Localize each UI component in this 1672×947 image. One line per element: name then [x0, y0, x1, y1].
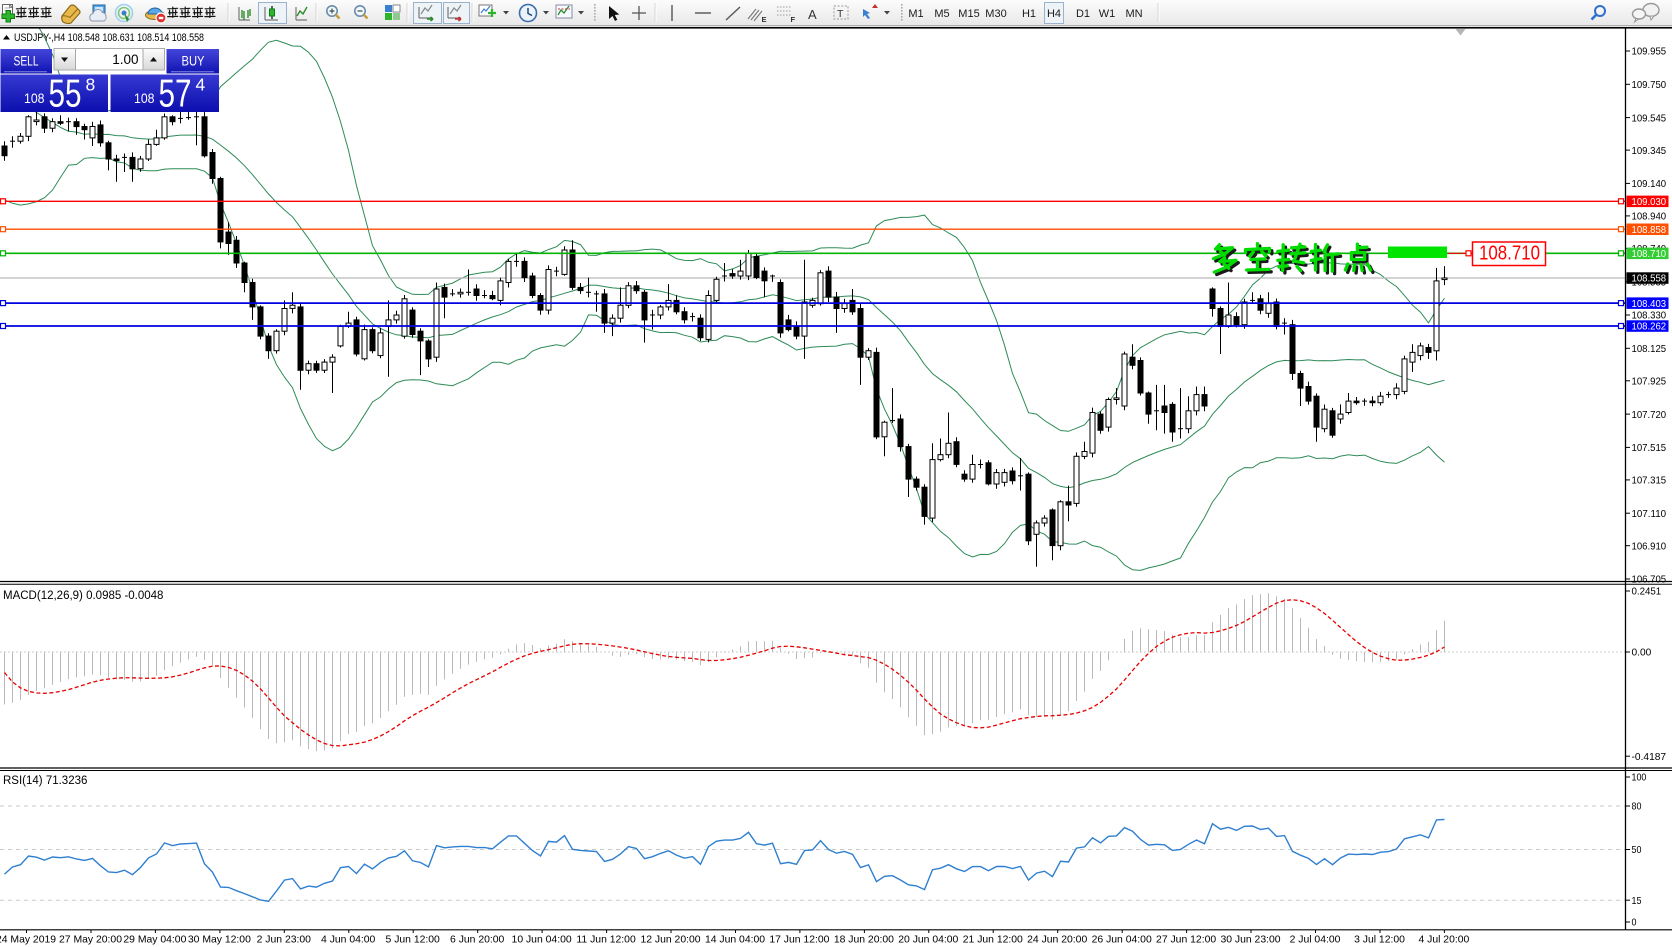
svg-text:108: 108 — [24, 90, 45, 106]
svg-text:MACD(12,26,9) 0.0985 -0.0048: MACD(12,26,9) 0.0985 -0.0048 — [3, 590, 163, 602]
svg-text:106.705: 106.705 — [1632, 575, 1667, 586]
svg-text:10 Jun 04:00: 10 Jun 04:00 — [512, 935, 572, 946]
svg-text:108.558: 108.558 — [1632, 274, 1667, 285]
svg-text:106.910: 106.910 — [1632, 541, 1667, 552]
svg-text:108: 108 — [134, 90, 155, 106]
svg-text:-0.4187: -0.4187 — [1632, 752, 1667, 763]
svg-text:SELL: SELL — [14, 54, 39, 69]
svg-text:6 Jun 20:00: 6 Jun 20:00 — [450, 935, 505, 946]
svg-text:108.403: 108.403 — [1632, 299, 1667, 310]
svg-text:109.345: 109.345 — [1632, 146, 1667, 157]
svg-text:H1: H1 — [1022, 8, 1036, 20]
svg-text:1.00: 1.00 — [112, 52, 138, 67]
svg-text:BUY: BUY — [182, 54, 205, 69]
svg-text:24 Jun 20:00: 24 Jun 20:00 — [1027, 935, 1087, 946]
svg-text:RSI(14) 71.3236: RSI(14) 71.3236 — [3, 775, 87, 787]
svg-text:107.315: 107.315 — [1632, 476, 1667, 487]
svg-text:50: 50 — [1632, 845, 1642, 856]
svg-text:108.330: 108.330 — [1632, 311, 1667, 322]
svg-text:21 Jun 12:00: 21 Jun 12:00 — [963, 935, 1023, 946]
svg-text:109.750: 109.750 — [1632, 80, 1667, 91]
svg-text:2 Jun 23:00: 2 Jun 23:00 — [257, 935, 312, 946]
svg-text:55: 55 — [49, 73, 82, 116]
svg-text:107.110: 107.110 — [1632, 509, 1667, 520]
svg-text:108.710: 108.710 — [1632, 249, 1667, 260]
svg-text:24 May 2019: 24 May 2019 — [0, 935, 56, 946]
svg-text:4: 4 — [196, 75, 206, 95]
svg-text:H4: H4 — [1047, 8, 1061, 20]
svg-text:4 Jun 04:00: 4 Jun 04:00 — [321, 935, 376, 946]
svg-text:M1: M1 — [908, 8, 923, 20]
svg-text:4 Jul 20:00: 4 Jul 20:00 — [1418, 935, 1469, 946]
svg-text:E: E — [762, 15, 767, 24]
svg-text:D1: D1 — [1076, 8, 1090, 20]
svg-text:108.710: 108.710 — [1479, 243, 1540, 265]
svg-text:109.140: 109.140 — [1632, 179, 1667, 190]
svg-text:27 May 20:00: 27 May 20:00 — [59, 935, 122, 946]
svg-text:18 Jun 20:00: 18 Jun 20:00 — [834, 935, 894, 946]
svg-text:5 Jun 12:00: 5 Jun 12:00 — [386, 935, 441, 946]
svg-text:108.125: 108.125 — [1632, 344, 1667, 355]
svg-text:107.925: 107.925 — [1632, 377, 1667, 388]
svg-text:108.858: 108.858 — [1632, 225, 1667, 236]
svg-text:30 Jun 23:00: 30 Jun 23:00 — [1220, 935, 1280, 946]
svg-text:11 Jun 12:00: 11 Jun 12:00 — [576, 935, 636, 946]
svg-text:8: 8 — [86, 75, 96, 95]
svg-text:57: 57 — [159, 73, 192, 116]
svg-text:109.955: 109.955 — [1632, 47, 1667, 58]
svg-text:0: 0 — [1632, 918, 1637, 929]
svg-text:109.545: 109.545 — [1632, 113, 1667, 124]
svg-text:USDJPY-,H4 108.548 108.631 10: USDJPY-,H4 108.548 108.631 108.514 108.5… — [14, 32, 204, 44]
svg-text:100: 100 — [1632, 773, 1647, 784]
svg-text:107.515: 107.515 — [1632, 443, 1667, 454]
svg-text:107.720: 107.720 — [1632, 410, 1667, 421]
svg-text:26 Jun 04:00: 26 Jun 04:00 — [1092, 935, 1152, 946]
svg-text:108.262: 108.262 — [1632, 322, 1667, 333]
svg-text:W1: W1 — [1099, 8, 1116, 20]
svg-text:F: F — [791, 15, 796, 24]
svg-text:20 Jun 04:00: 20 Jun 04:00 — [898, 935, 958, 946]
svg-text:80: 80 — [1632, 802, 1642, 813]
svg-text:27 Jun 12:00: 27 Jun 12:00 — [1156, 935, 1216, 946]
svg-text:T: T — [837, 8, 844, 20]
svg-text:0.2451: 0.2451 — [1632, 587, 1662, 598]
svg-text:M30: M30 — [985, 8, 1006, 20]
svg-text:30 May 12:00: 30 May 12:00 — [188, 935, 251, 946]
svg-text:17 Jun 12:00: 17 Jun 12:00 — [769, 935, 829, 946]
svg-text:108.940: 108.940 — [1632, 212, 1667, 223]
svg-text:A: A — [808, 7, 817, 22]
svg-text:29 May 04:00: 29 May 04:00 — [123, 935, 186, 946]
svg-text:0.00: 0.00 — [1632, 648, 1652, 659]
svg-text:M15: M15 — [958, 8, 979, 20]
svg-text:MN: MN — [1125, 8, 1142, 20]
svg-text:14 Jun 04:00: 14 Jun 04:00 — [705, 935, 765, 946]
svg-text:109.030: 109.030 — [1632, 197, 1667, 208]
svg-text:3 Jul 12:00: 3 Jul 12:00 — [1354, 935, 1405, 946]
svg-text:M5: M5 — [934, 8, 949, 20]
svg-text:2 Jul 04:00: 2 Jul 04:00 — [1290, 935, 1341, 946]
svg-text:15: 15 — [1632, 896, 1642, 907]
svg-text:12 Jun 20:00: 12 Jun 20:00 — [640, 935, 700, 946]
